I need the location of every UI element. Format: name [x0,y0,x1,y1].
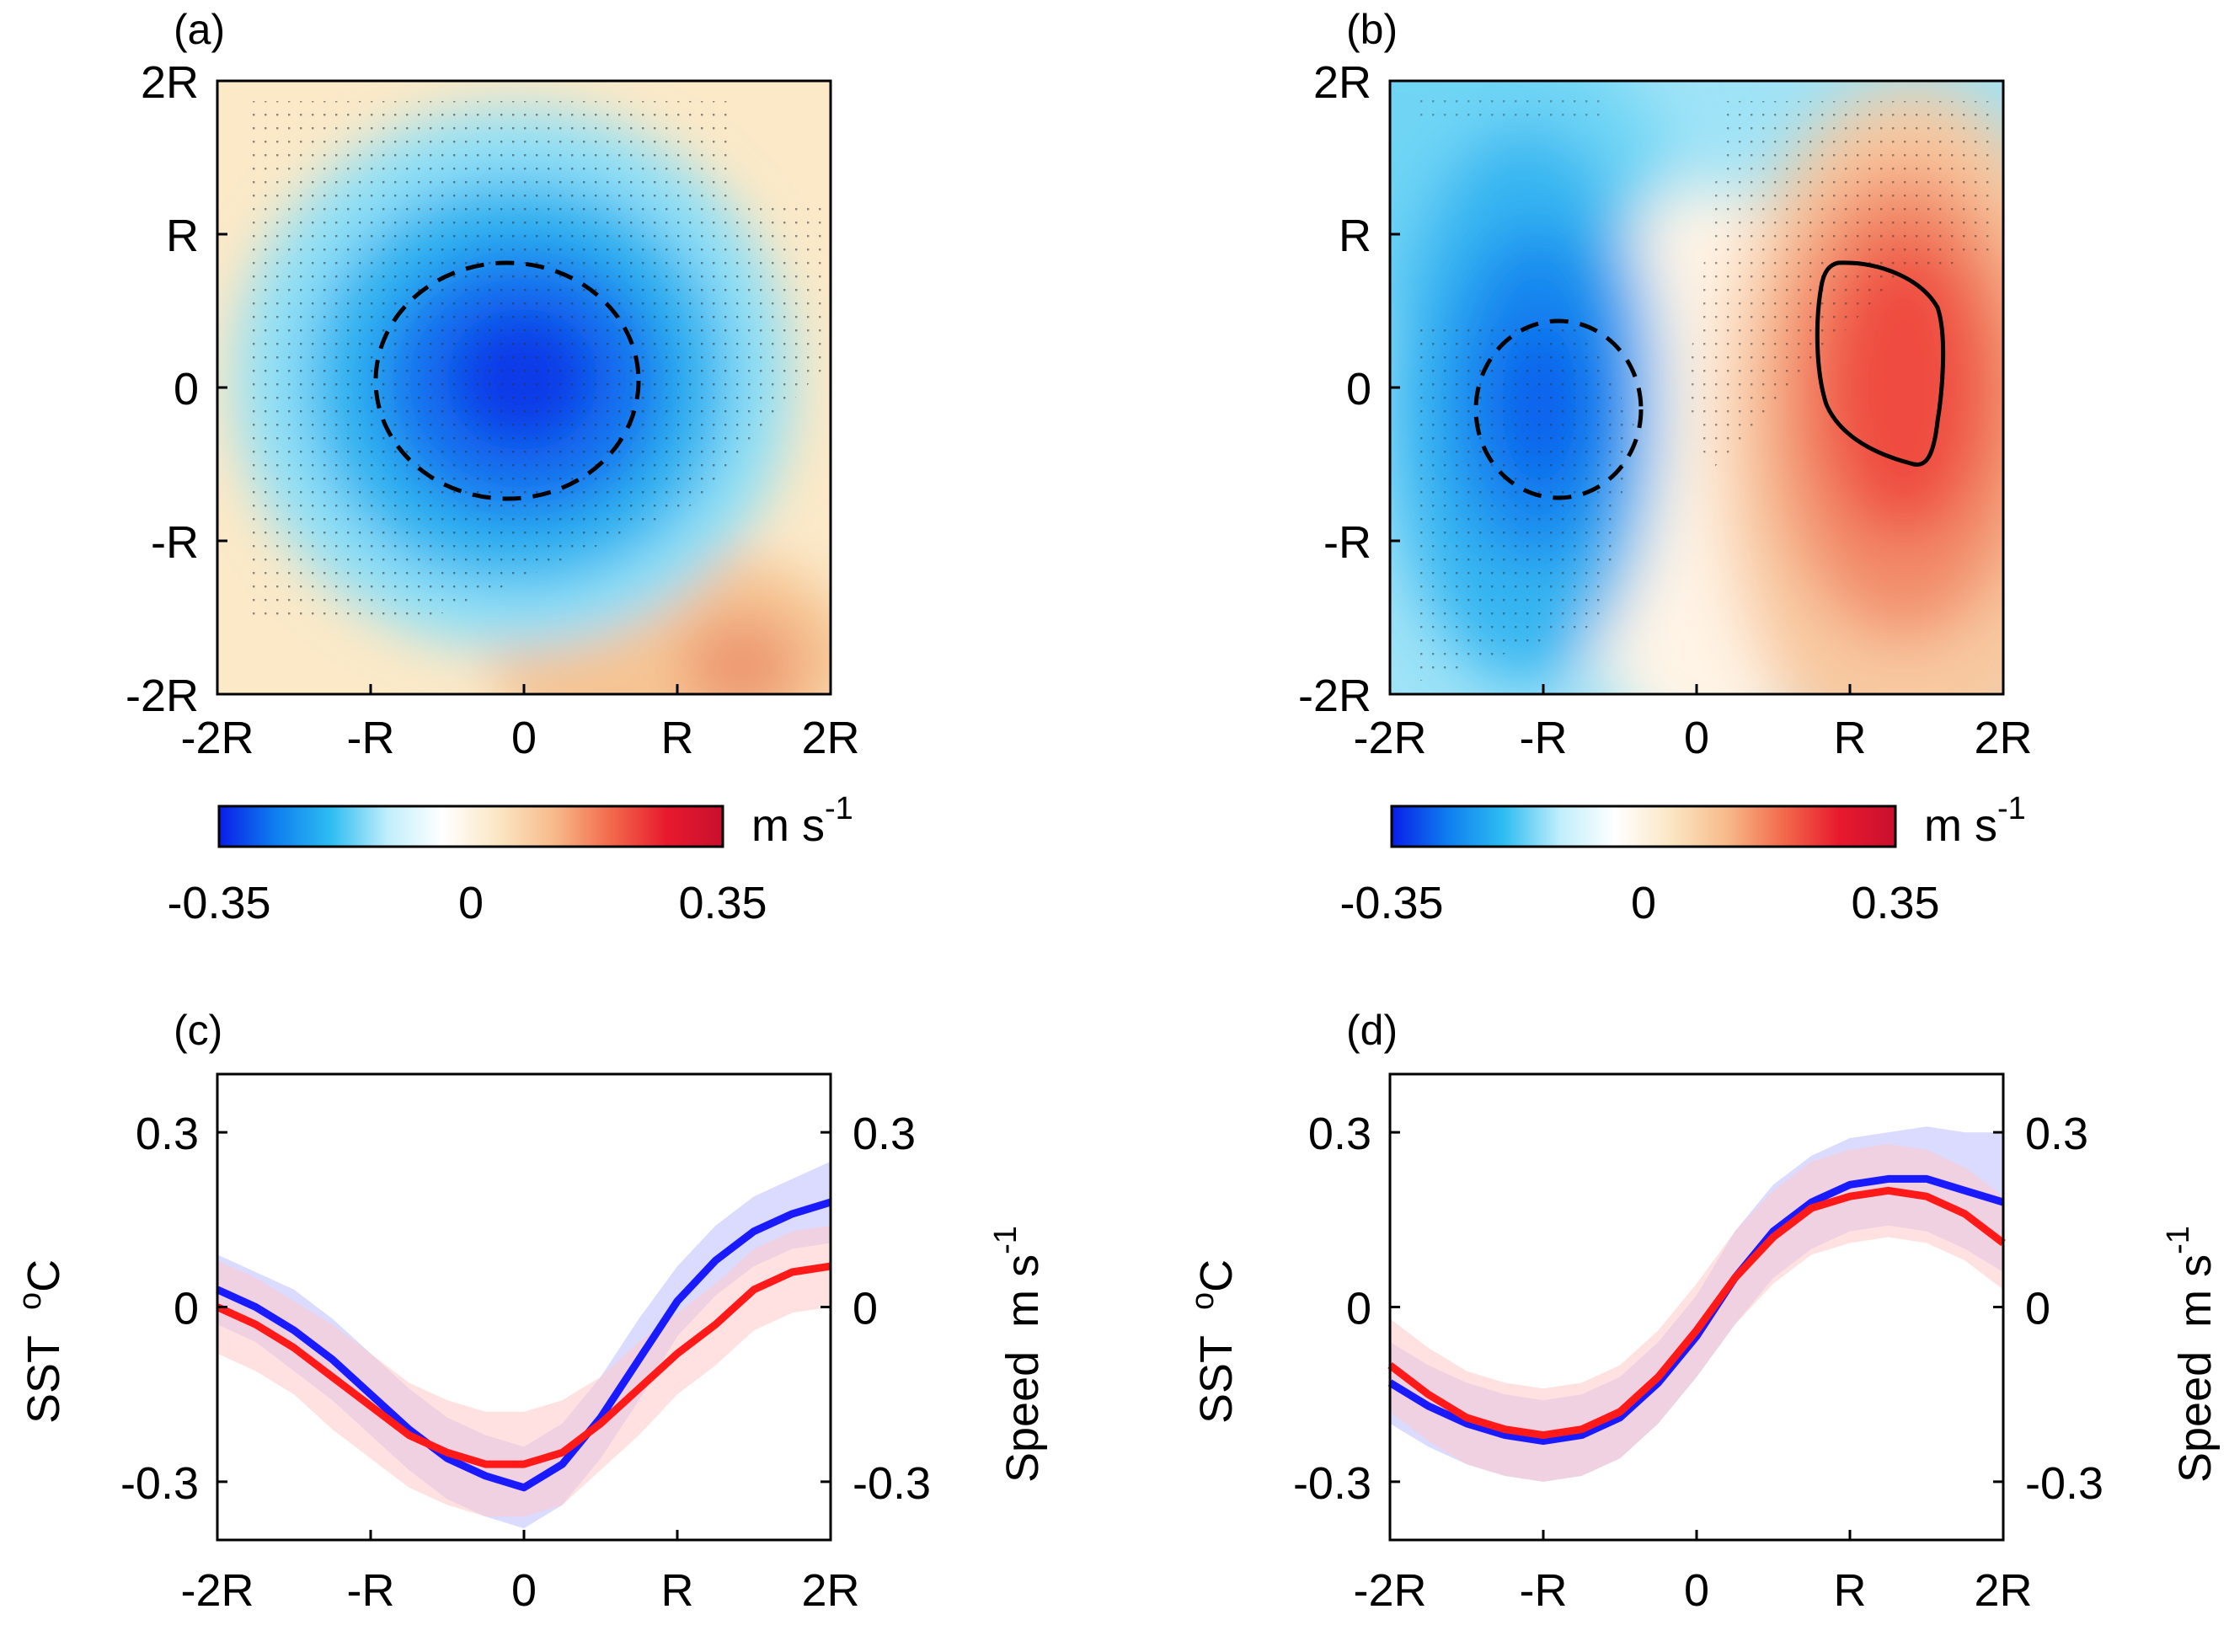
panel-b: (b) -2R 2R -R R 0 0 R -R 2R -2R [1298,6,2033,763]
panel-a-ytick-label: 0 [174,364,199,414]
panel-b-xtick-label: -R [1520,713,1568,763]
panel-b-ytick-label: R [1339,211,1371,261]
panel-a-heatmap [217,81,831,694]
panel-c-xtick-label: R [661,1565,694,1616]
panel-b-ytick-label: -2R [1298,671,1371,721]
panel-a-ytick-label: 2R [141,57,199,108]
panel-b-heatmap [1390,81,2003,694]
panel-c-xtick-label: 2R [801,1565,859,1616]
colorbar-a-tick-zero: 0 [458,878,484,928]
panel-a-dashed-contour [373,260,641,501]
panel-d-xtick-label: R [1834,1565,1867,1616]
panel-a: (a) -2R 2R -R R 0 0 R -R 2R -2R [126,6,860,763]
panel-d-ytick-right-label: 0 [2025,1284,2050,1334]
panel-d-speed-line [1387,1186,2006,1440]
panel-a-xtick-label: -2R [180,713,254,763]
panel-c-xtick-label: -R [347,1565,395,1616]
panel-d-label: (d) [1346,1007,1398,1054]
panel-c-ytick-right-label: -0.3 [853,1458,931,1509]
panel-d-ylabel-right: Speedm s-1 [2161,1226,2221,1483]
panel-d: (d) -2R -R 0 R 2R 0.3 0.3 0 0 -0.3 -0.3 SSToC Spee… [1185,1007,2221,1616]
panel-a-ytick-label: R [166,211,199,261]
panel-c-xtick-label: -2R [180,1565,254,1616]
panel-a-xtick-label: R [661,713,694,763]
panel-c-xtick-label: 0 [511,1565,537,1616]
panel-c-ytick-right-label: 0.3 [853,1109,916,1159]
panel-b-xtick-label: -2R [1353,713,1426,763]
panel-d-plot: -2R -R 0 R 2R 0.3 0.3 0 0 -0.3 -0.3 [1293,1072,2103,1616]
panel-a-label: (a) [174,6,225,53]
panel-c-speed-band [217,1225,831,1517]
colorbar-a: -0.35 0 0.35 m s-1 [167,791,853,928]
panel-d-ytick-left-label: -0.3 [1293,1458,1371,1509]
panel-d-speed-band [1390,1144,2003,1482]
panel-a-ytick-label: -R [151,517,199,568]
panel-d-xtick-label: -2R [1353,1565,1426,1616]
panel-c-ytick-right-label: 0 [853,1284,878,1334]
colorbar-a-tick-min: -0.35 [167,878,270,928]
colorbar-b-tick-max: 0.35 [1851,878,1939,928]
panel-d-ytick-left-label: 0 [1346,1284,1371,1334]
colorbar-b: -0.35 0 0.35 m s-1 [1339,791,2025,928]
colorbar-b-unit: m s-1 [1924,791,2026,851]
panel-c-sst-line [216,1198,832,1492]
panel-c: (c) -2R -R 0 R 2R 0.3 0.3 0 0 -0.3 -0.3 SSToC Spee… [13,1007,1048,1616]
panel-d-xtick-label: 2R [1974,1565,2032,1616]
panel-c-speed-line [216,1262,831,1468]
colorbar-a-tick-max: 0.35 [678,878,767,928]
colorbar-b-tick-zero: 0 [1631,878,1656,928]
panel-d-ytick-right-label: 0.3 [2025,1109,2088,1159]
panel-b-ytick-label: -R [1323,517,1371,568]
colorbar-a-unit: m s-1 [751,791,853,851]
panel-d-ylabel-left: SSToC [1185,1259,1242,1424]
colorbar-b-tick-min: -0.35 [1339,878,1443,928]
panel-c-ylabel-left: SSToC [13,1259,69,1424]
panel-c-ytick-left-label: 0 [174,1284,199,1334]
panel-c-ytick-left-label: 0.3 [136,1109,199,1159]
colorbar-a-bar [217,805,724,848]
panel-a-xtick-label: -R [347,713,395,763]
panel-b-axes: -2R 2R -R R 0 0 R -R 2R -2R [1298,57,2033,763]
panel-a-ytick-label: -2R [126,671,199,721]
panel-c-ylabel-right: Speedm s-1 [988,1226,1048,1483]
panel-b-xtick-label: 2R [1974,713,2032,763]
panel-d-ytick-right-label: -0.3 [2025,1458,2103,1509]
panel-b-ytick-label: 0 [1346,364,1371,414]
panel-c-ytick-left-label: -0.3 [120,1458,199,1509]
panel-a-axes: -2R 2R -R R 0 0 R -R 2R -2R [126,57,860,763]
panel-b-solid-contour [1815,260,1946,467]
colorbar-b-bar [1390,805,1897,848]
panel-b-xtick-label: 0 [1684,713,1709,763]
panel-d-ytick-left-label: 0.3 [1308,1109,1371,1159]
panel-b-xtick-label: R [1834,713,1867,763]
panel-c-label: (c) [174,1007,222,1054]
panel-a-xtick-label: 2R [801,713,859,763]
panel-c-plot: -2R -R 0 R 2R 0.3 0.3 0 0 -0.3 -0.3 [120,1072,931,1616]
panel-d-xtick-label: 0 [1684,1565,1709,1616]
panel-b-label: (b) [1346,6,1398,53]
panel-b-dashed-contour [1473,318,1644,500]
panel-b-ytick-label: 2R [1313,57,1371,108]
panel-d-xtick-label: -R [1520,1565,1568,1616]
panel-a-xtick-label: 0 [511,713,537,763]
